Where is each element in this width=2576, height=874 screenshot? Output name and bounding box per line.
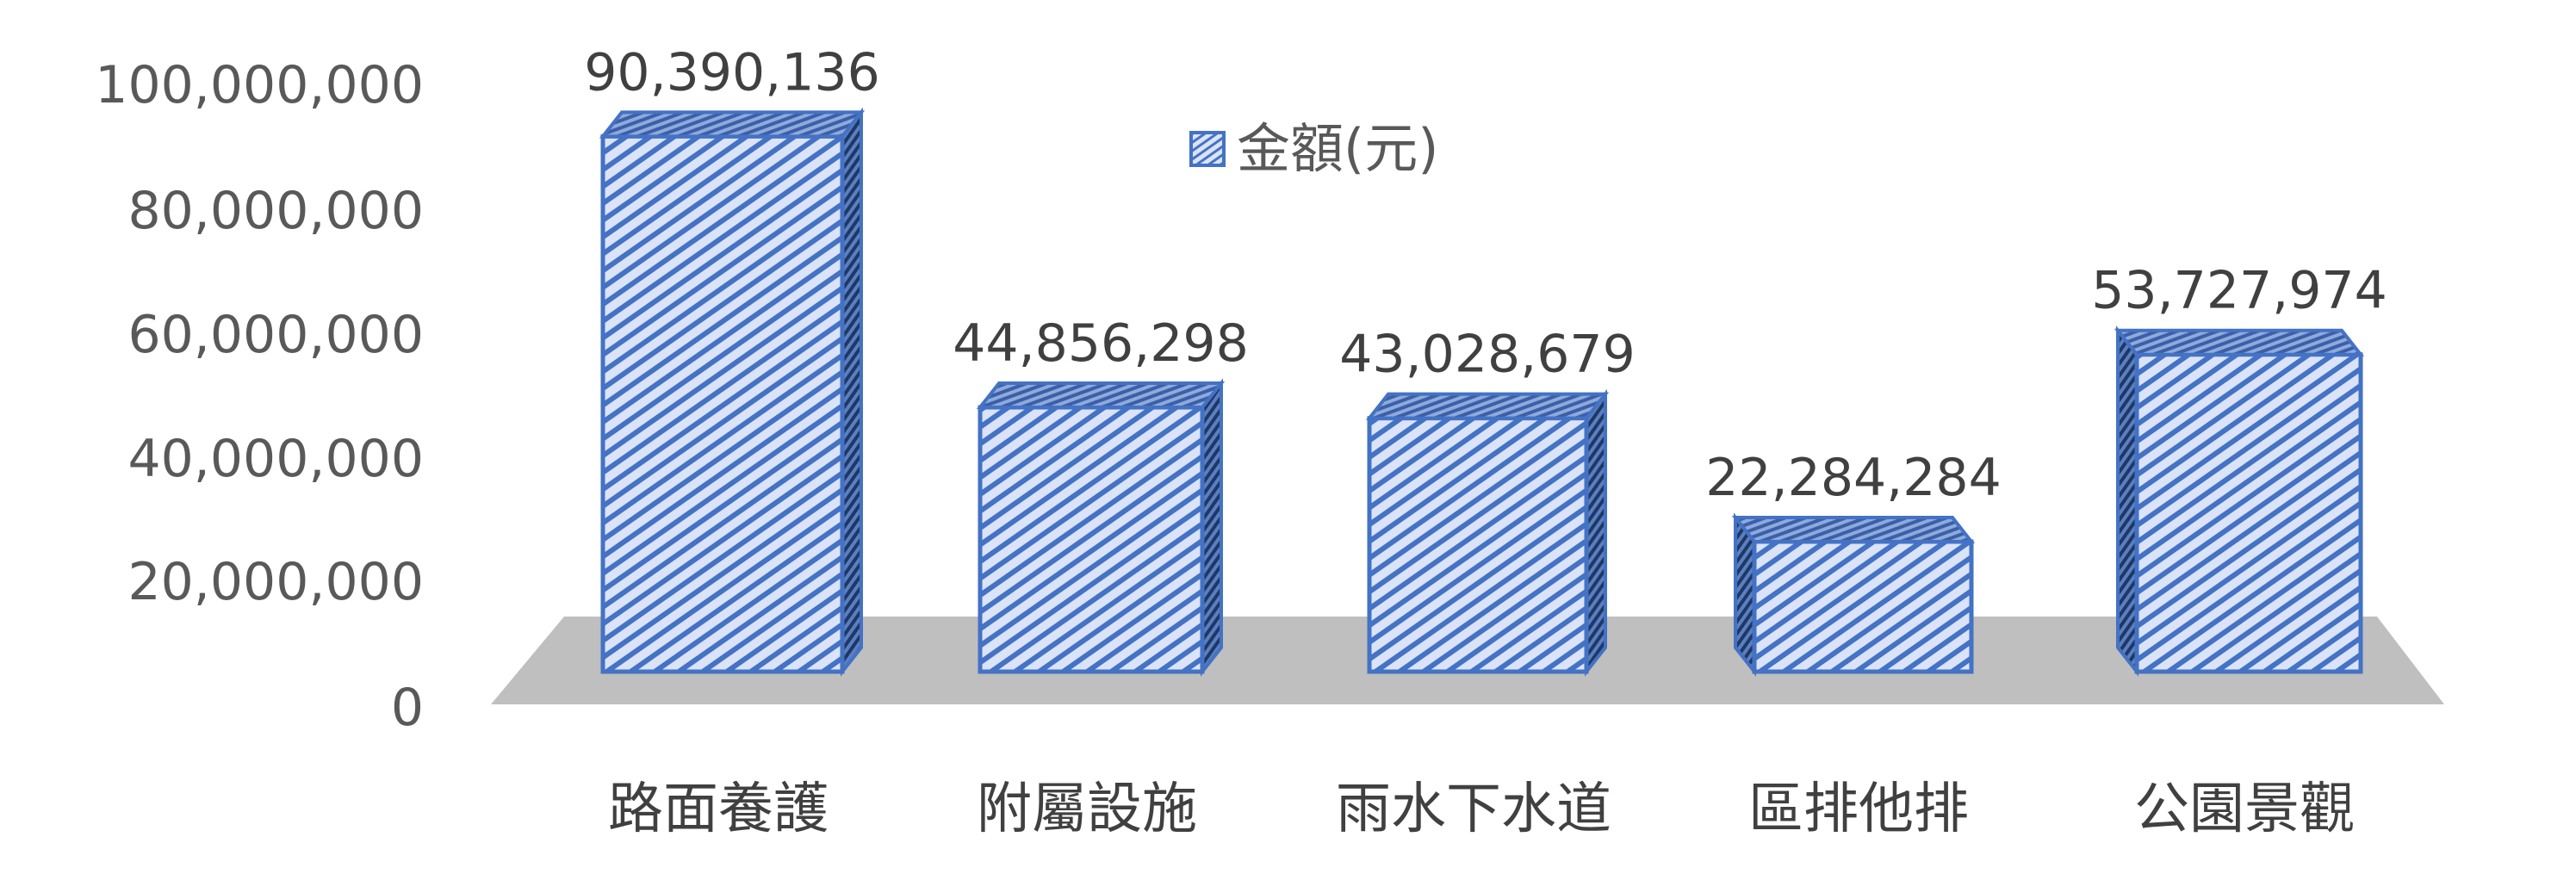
bar-side (1585, 388, 1607, 677)
bars (599, 107, 2365, 677)
data-label: 53,727,974 (2091, 261, 2387, 321)
bar-front (1367, 416, 1589, 674)
bar-top (2114, 328, 2365, 356)
y-tick-label: 60,000,000 (127, 305, 424, 365)
y-tick-label: 0 (391, 678, 424, 738)
bar-top (1365, 392, 1610, 420)
y-tick-label: 100,000,000 (95, 55, 424, 115)
data-label: 90,390,136 (584, 42, 880, 102)
x-tick-label: 雨水下水道 (1336, 778, 1611, 841)
x-axis: 路面養護 附屬設施 雨水下水道 區排他排 公園景觀 (608, 778, 2355, 841)
bar (2114, 325, 2365, 677)
bar-top (976, 381, 1226, 410)
bar (1365, 388, 1610, 677)
legend: 金額(元) (1189, 117, 1438, 180)
bar-front (2134, 352, 2363, 674)
legend-swatch (1189, 131, 1226, 167)
bar-top (1731, 516, 1976, 544)
data-label: 22,284,284 (1705, 448, 2002, 508)
bar-side (841, 107, 863, 677)
bar-side (1201, 378, 1223, 677)
bar (599, 107, 866, 677)
x-tick-label: 路面養護 (608, 778, 829, 841)
x-tick-label: 區排他排 (1748, 778, 1969, 841)
bar-front (600, 133, 845, 674)
x-tick-label: 附屬設施 (977, 778, 1197, 841)
y-axis: 0 20,000,000 40,000,000 60,000,000 80,000,00… (95, 55, 424, 738)
x-tick-label: 公園景觀 (2134, 778, 2355, 841)
bar (976, 378, 1226, 677)
data-labels: 90,390,136 44,856,298 43,028,679 22,284,284… (584, 42, 2387, 508)
y-tick-label: 20,000,000 (127, 552, 424, 612)
bar-side (2116, 325, 2138, 677)
bar-front (1752, 539, 1974, 674)
legend-label: 金額(元) (1237, 117, 1438, 180)
bar-top (599, 110, 866, 139)
y-tick-label: 80,000,000 (127, 181, 424, 241)
data-label: 44,856,298 (953, 313, 1249, 374)
data-label: 43,028,679 (1339, 325, 1636, 385)
y-tick-label: 40,000,000 (127, 429, 424, 489)
bar-front (978, 405, 1205, 674)
bar (1731, 512, 1976, 677)
